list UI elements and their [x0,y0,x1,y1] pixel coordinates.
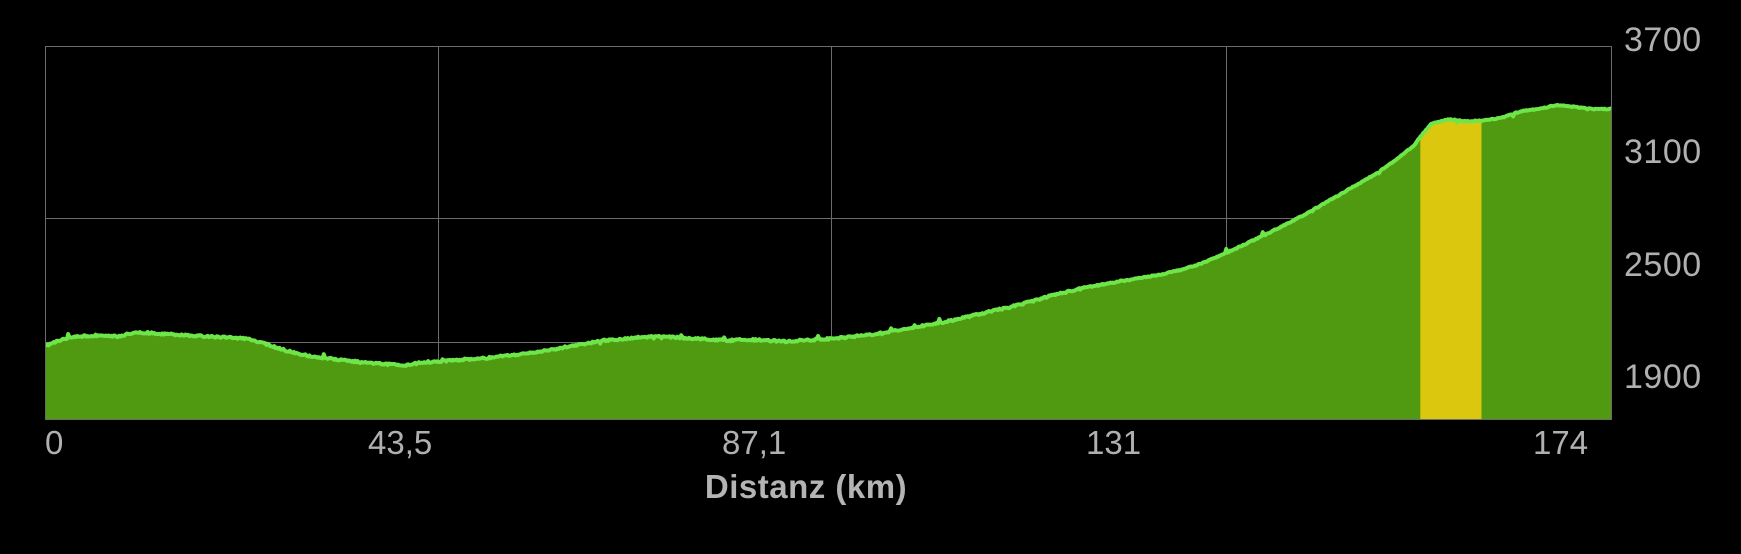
elevation-area-series [46,102,1611,419]
plot-area [45,46,1612,420]
elevation-fill-highlight [1420,119,1482,419]
elevation-line [46,102,1611,368]
y-tick-label-1: 3100 [1624,133,1702,171]
x-tick-label-2: 87,1 [722,424,787,461]
y-tick-label-3: 1900 [1624,358,1702,396]
gridline-vertical-87-1 [831,47,832,419]
gridline-horizontal-3100 [46,218,1611,219]
elevation-fill [46,104,1611,419]
gridline-vertical-131 [1226,47,1227,419]
gridline-vertical-43-5 [438,47,439,419]
x-tick-label-3: 131 [1086,424,1142,461]
y-tick-label-0: 3700 [1624,21,1702,59]
y-tick-label-2: 2500 [1624,246,1702,284]
x-axis-title: Distanz (km) [704,468,908,505]
x-tick-label-4: 174 [1533,424,1589,461]
x-tick-label-0: 0 [45,424,64,461]
x-tick-label-1: 43,5 [368,424,433,461]
